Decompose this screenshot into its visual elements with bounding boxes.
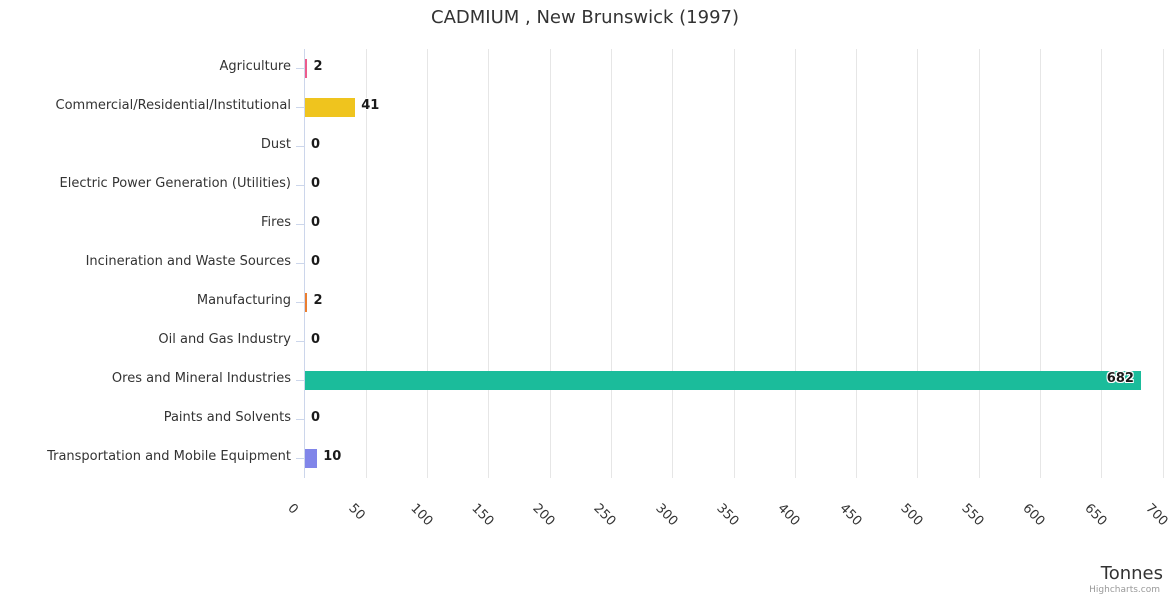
x-axis-tick-label: 150 [468, 500, 497, 529]
bar-ores-and-mineral-industries[interactable] [305, 370, 1141, 390]
category-label: Agriculture [219, 59, 292, 74]
x-gridline [1162, 48, 1164, 478]
category-label: Fires [261, 215, 291, 230]
x-axis-tick-label: 550 [958, 500, 987, 529]
y-axis-tick [296, 184, 304, 186]
bar-agriculture[interactable] [305, 58, 308, 78]
x-axis-tick-label: 300 [652, 500, 681, 529]
x-gridline [1039, 48, 1041, 478]
bar-commercial-residential-institutional[interactable] [305, 97, 356, 117]
data-label: 2 [313, 293, 323, 308]
category-label: Electric Power Generation (Utilities) [59, 176, 291, 191]
x-gridline [427, 48, 429, 478]
y-axis-tick [296, 262, 304, 264]
category-label: Ores and Mineral Industries [111, 371, 291, 386]
category-label: Transportation and Mobile Equipment [47, 449, 291, 464]
x-axis-tick-label: 400 [774, 500, 803, 529]
y-axis-line [304, 48, 305, 478]
highcharts-credit[interactable]: Highcharts.com [1089, 585, 1160, 595]
data-label: 682 [1106, 371, 1134, 386]
x-gridline [978, 48, 980, 478]
y-axis-tick [296, 418, 304, 420]
x-axis-tick-label: 700 [1142, 500, 1170, 529]
x-axis-tick-label: 250 [590, 500, 619, 529]
y-axis-tick [296, 340, 304, 342]
y-axis-tick [296, 379, 304, 381]
x-gridline [917, 48, 919, 478]
x-gridline [1101, 48, 1103, 478]
x-axis-tick-label: 350 [713, 500, 742, 529]
x-axis-tick-label: 0 [284, 500, 301, 517]
x-gridline [610, 48, 612, 478]
x-axis-tick-label: 500 [897, 500, 926, 529]
x-axis-title: Tonnes [1100, 563, 1163, 584]
category-label: Incineration and Waste Sources [85, 254, 291, 269]
data-label: 0 [311, 332, 321, 347]
x-gridline [549, 48, 551, 478]
category-label: Paints and Solvents [163, 410, 291, 425]
x-axis-tick-label: 200 [529, 500, 558, 529]
x-axis-tick-label: 100 [406, 500, 436, 529]
x-gridline [365, 48, 367, 478]
data-label: 0 [311, 137, 321, 152]
data-label: 0 [311, 176, 321, 191]
category-label: Oil and Gas Industry [158, 332, 291, 347]
category-label: Manufacturing [196, 293, 291, 308]
x-gridline [794, 48, 796, 478]
y-axis-tick [296, 223, 304, 225]
data-label: 0 [311, 254, 321, 269]
x-axis-tick-label: 450 [835, 500, 865, 529]
data-label: 2 [313, 59, 323, 74]
chart-title: CADMIUM , New Brunswick (1997) [431, 7, 739, 28]
x-gridline [856, 48, 858, 478]
y-axis-tick [296, 457, 304, 459]
x-axis-tick-label: 50 [345, 500, 368, 523]
category-label: Dust [260, 137, 291, 152]
x-axis-tick-label: 650 [1081, 500, 1110, 529]
data-label: 41 [361, 98, 380, 113]
x-gridline [488, 48, 490, 478]
x-gridline [672, 48, 674, 478]
y-axis-tick [296, 67, 304, 69]
bar-transportation-and-mobile-equipment[interactable] [305, 448, 318, 468]
x-gridline [733, 48, 735, 478]
y-axis-tick [296, 106, 304, 108]
x-axis-tick-label: 600 [1019, 500, 1048, 529]
data-label: 10 [323, 449, 342, 464]
bar-manufacturing[interactable] [305, 292, 308, 312]
y-axis-tick [296, 145, 304, 147]
category-label: Commercial/Residential/Institutional [55, 98, 292, 113]
y-axis-tick [296, 301, 304, 303]
data-label: 0 [311, 215, 321, 230]
data-label: 0 [311, 410, 321, 425]
